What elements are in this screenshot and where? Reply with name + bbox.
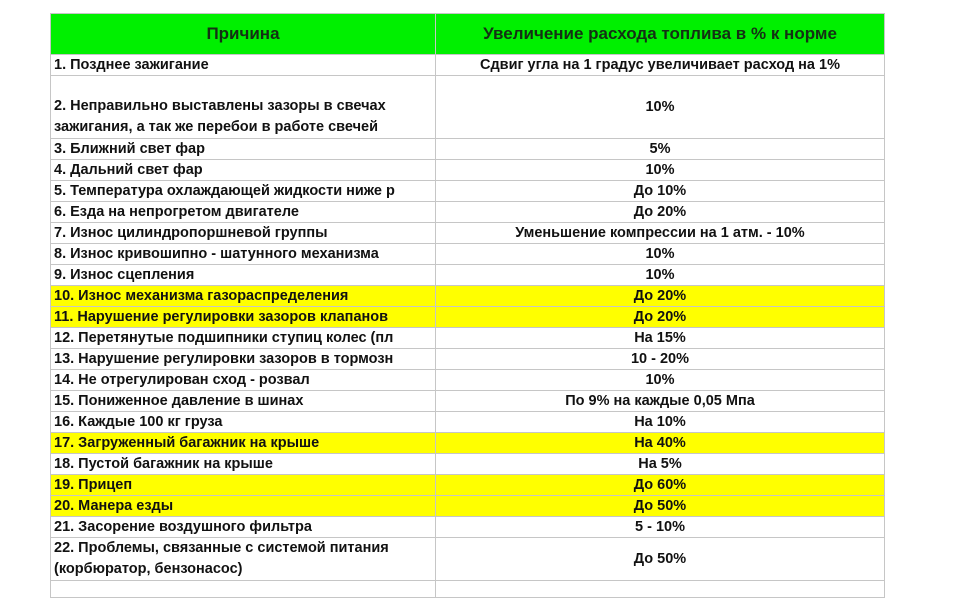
reason-cell[interactable]: 13. Нарушение регулировки зазоров в торм… [50, 348, 436, 370]
table-row: 2. Неправильно выставлены зазоры в свеча… [50, 75, 885, 139]
reason-cell[interactable]: 18. Пустой багажник на крыше [50, 453, 436, 475]
header-reason: Причина [50, 13, 436, 55]
reason-cell[interactable]: 3. Ближний свет фар [50, 138, 436, 160]
reason-cell[interactable]: 15. Пониженное давление в шинах [50, 390, 436, 412]
reason-cell[interactable]: 22. Проблемы, связанные с системой питан… [50, 537, 436, 581]
table-row: 15. Пониженное давление в шинах По 9% на … [50, 390, 885, 412]
table-row: 12. Перетянутые подшипники ступиц колес … [50, 327, 885, 349]
table-row: 6. Езда на непрогретом двигателе До 20% [50, 201, 885, 223]
table-row: 21. Засорение воздушного фильтра 5 - 10% [50, 516, 885, 538]
reason-cell[interactable]: 21. Засорение воздушного фильтра [50, 516, 436, 538]
header-increase: Увеличение расхода топлива в % к норме [435, 13, 885, 55]
reason-cell[interactable]: 19. Прицеп [50, 474, 436, 496]
increase-cell[interactable]: 10% [435, 243, 885, 265]
reason-cell[interactable]: 6. Езда на непрогретом двигателе [50, 201, 436, 223]
table-row: 7. Износ цилиндропоршневой группы Уменьше… [50, 222, 885, 244]
table-row: 18. Пустой багажник на крыше На 5% [50, 453, 885, 475]
table-row: 5. Температура охлаждающей жидкости ниже… [50, 180, 885, 202]
reason-cell[interactable]: 12. Перетянутые подшипники ступиц колес … [50, 327, 436, 349]
increase-cell[interactable]: 10% [435, 75, 885, 139]
increase-cell[interactable]: 10% [435, 369, 885, 391]
increase-cell[interactable]: До 10% [435, 180, 885, 202]
increase-cell[interactable]: На 10% [435, 411, 885, 433]
table-row: 13. Нарушение регулировки зазоров в торм… [50, 348, 885, 370]
increase-cell[interactable]: До 60% [435, 474, 885, 496]
reason-cell[interactable]: 16. Каждые 100 кг груза [50, 411, 436, 433]
increase-cell[interactable]: До 50% [435, 537, 885, 581]
increase-cell[interactable]: Уменьшение компрессии на 1 атм. - 10% [435, 222, 885, 244]
increase-cell[interactable]: На 15% [435, 327, 885, 349]
increase-cell[interactable]: До 50% [435, 495, 885, 517]
increase-cell[interactable]: По 9% на каждые 0,05 Мпа [435, 390, 885, 412]
table-row: 16. Каждые 100 кг груза На 10% [50, 411, 885, 433]
reason-cell[interactable]: 2. Неправильно выставлены зазоры в свеча… [50, 75, 436, 139]
reason-cell[interactable]: 20. Манера езды [50, 495, 436, 517]
table-row: 19. Прицеп До 60% [50, 474, 885, 496]
table-row: 1. Позднее зажигание Сдвиг угла на 1 град… [50, 54, 885, 76]
increase-cell[interactable]: До 20% [435, 285, 885, 307]
empty-cell[interactable] [50, 580, 436, 598]
table-row: 14. Не отрегулирован сход - розвал 10% [50, 369, 885, 391]
increase-cell[interactable]: 5 - 10% [435, 516, 885, 538]
table-row: 4. Дальний свет фар 10% [50, 159, 885, 181]
table-row: 9. Износ сцепления 10% [50, 264, 885, 286]
empty-row [50, 580, 885, 598]
reason-cell[interactable]: 11. Нарушение регулировки зазоров клапан… [50, 306, 436, 328]
reason-cell[interactable]: 9. Износ сцепления [50, 264, 436, 286]
table-row: 11. Нарушение регулировки зазоров клапан… [50, 306, 885, 328]
header-row: Причина Увеличение расхода топлива в % к… [50, 13, 885, 55]
reason-cell[interactable]: 14. Не отрегулирован сход - розвал [50, 369, 436, 391]
increase-cell[interactable]: До 20% [435, 201, 885, 223]
table-row: 3. Ближний свет фар 5% [50, 138, 885, 160]
table-row: 8. Износ кривошипно - шатунного механизм… [50, 243, 885, 265]
increase-cell[interactable]: Сдвиг угла на 1 градус увеличивает расхо… [435, 54, 885, 76]
reason-cell[interactable]: 8. Износ кривошипно - шатунного механизм… [50, 243, 436, 265]
increase-cell[interactable]: До 20% [435, 306, 885, 328]
increase-cell[interactable]: 10% [435, 159, 885, 181]
table-row: 22. Проблемы, связанные с системой питан… [50, 537, 885, 581]
table-body: 1. Позднее зажигание Сдвиг угла на 1 град… [50, 54, 885, 598]
table-row: 20. Манера езды До 50% [50, 495, 885, 517]
table-row: 10. Износ механизма газораспределения До … [50, 285, 885, 307]
reason-cell[interactable]: 5. Температура охлаждающей жидкости ниже… [50, 180, 436, 202]
increase-cell[interactable]: 10 - 20% [435, 348, 885, 370]
reason-cell[interactable]: 17. Загруженный багажник на крыше [50, 432, 436, 454]
increase-cell[interactable]: 10% [435, 264, 885, 286]
fuel-consumption-table: Причина Увеличение расхода топлива в % к… [50, 13, 885, 598]
increase-cell[interactable]: На 40% [435, 432, 885, 454]
empty-cell[interactable] [435, 580, 885, 598]
increase-cell[interactable]: На 5% [435, 453, 885, 475]
reason-cell[interactable]: 7. Износ цилиндропоршневой группы [50, 222, 436, 244]
reason-cell[interactable]: 4. Дальний свет фар [50, 159, 436, 181]
reason-cell[interactable]: 10. Износ механизма газораспределения [50, 285, 436, 307]
table-row: 17. Загруженный багажник на крыше На 40% [50, 432, 885, 454]
increase-cell[interactable]: 5% [435, 138, 885, 160]
reason-cell[interactable]: 1. Позднее зажигание [50, 54, 436, 76]
